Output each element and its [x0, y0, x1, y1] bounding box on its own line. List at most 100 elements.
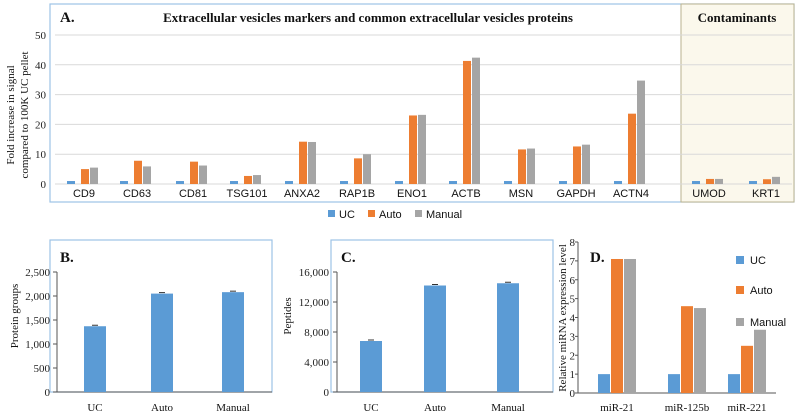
- panel-a-bar-uc: [692, 181, 700, 184]
- panel-a-ytick-label: 10: [35, 149, 47, 161]
- panel-c-ytick-label: 12,000: [299, 297, 330, 309]
- panel-c-bar: [497, 283, 519, 392]
- panel-b-bar: [222, 292, 244, 392]
- panel-d-bar-auto: [681, 306, 693, 393]
- panel-b-bar: [151, 293, 173, 392]
- panel-a-bar-auto: [409, 115, 417, 184]
- panel-d-ytick-label: 5: [570, 294, 576, 306]
- panel-d-bar-auto: [741, 345, 753, 393]
- panel-a-bar-auto: [299, 141, 307, 184]
- panel-a-ytick-label: 0: [41, 179, 47, 191]
- panel-a-legend-swatch: [328, 210, 335, 217]
- panel-a-bar-uc: [176, 181, 184, 184]
- panel-c-bar: [424, 285, 446, 392]
- panel-a-letter: A.: [60, 10, 75, 26]
- panel-a-category-label: CD63: [123, 188, 151, 200]
- panel-d-ytick-label: 4: [570, 313, 576, 325]
- panel-d-bar-auto: [611, 258, 623, 393]
- panel-b-letter: B.: [60, 250, 74, 266]
- panel-d-bar-manual: [754, 329, 766, 393]
- panel-a-ytick-label: 30: [35, 90, 47, 102]
- panel-a-category-label: GAPDH: [556, 188, 595, 200]
- panel-d-bar-uc: [598, 374, 610, 393]
- panel-a-category-label: UMOD: [692, 188, 726, 200]
- panel-c-category-label: UC: [363, 402, 378, 414]
- panel-b-ytick-label: 2,500: [25, 267, 50, 279]
- panel-c-letter: C.: [341, 250, 356, 266]
- panel-a-bar-auto: [763, 179, 771, 184]
- panel-b-category-label: Manual: [216, 402, 250, 414]
- panel-a-bar-auto: [463, 60, 471, 185]
- panel-a-bar-manual: [90, 167, 98, 184]
- panel-a-legend-swatch: [415, 210, 422, 217]
- panel-a-bar-uc: [559, 181, 567, 184]
- panel-a-bar-manual: [637, 80, 645, 184]
- panel-a-bar-uc: [340, 181, 348, 184]
- panel-a-bar-uc: [614, 181, 622, 184]
- panel-d-legend-swatch: [736, 286, 744, 294]
- panel-d-plot: 0 1 2 3 4 5 6 7 8 miR-21 miR-125b miR-221: [570, 237, 776, 414]
- panel-a-category-label: ACTN4: [613, 188, 649, 200]
- panel-b-ylabel: Protein groups: [9, 284, 21, 348]
- panel-a-ylabel: Fold increase in signal compared to 100K…: [5, 51, 31, 178]
- contaminants-region: [680, 3, 795, 203]
- panel-d-legend-swatch: [736, 256, 744, 264]
- panel-c-ytick-label: 16,000: [299, 267, 330, 279]
- panel-a-bar-auto: [354, 158, 362, 184]
- panel-d-legend-label: Manual: [750, 317, 786, 329]
- panel-b-ytick-label: 1,000: [25, 339, 50, 351]
- panel-b-ytick-label: 2,000: [25, 291, 50, 303]
- panel-a-plot: 0 10 20 30 40 50 CD9 CD63 CD81 TSG101 ANXA2 RAP1B EN…: [35, 30, 792, 200]
- panel-d-bar-uc: [728, 374, 740, 393]
- panel-c-ytick-label: 8,000: [304, 327, 329, 339]
- panel-a-bar-uc: [285, 181, 293, 184]
- panel-a-category-label: ANXA2: [284, 188, 320, 200]
- panel-c-ytick-label: 0: [324, 387, 330, 399]
- panel-a-bar-uc: [749, 181, 757, 184]
- panel-a-bar-manual: [253, 175, 261, 184]
- panel-a-bar-uc: [67, 181, 75, 184]
- panel-a-bar-auto: [706, 178, 714, 184]
- panel-a-bar-manual: [715, 178, 723, 184]
- panel-c-category-label: Auto: [424, 402, 447, 414]
- panel-a-legend-label: UC: [339, 209, 355, 221]
- panel-a-legend-label: Auto: [379, 209, 402, 221]
- panel-d-category-label: miR-125b: [665, 402, 710, 414]
- panel-d-category-label: miR-221: [727, 402, 766, 414]
- panel-a-bar-auto: [134, 160, 142, 184]
- panel-d-bar-uc: [668, 374, 680, 393]
- panel-d-legend: UC Auto Manual: [736, 255, 786, 329]
- panel-a-ytick-label: 40: [35, 60, 47, 72]
- panel-b-category-label: Auto: [151, 402, 174, 414]
- panel-b-ytick-label: 500: [34, 363, 51, 375]
- panel-a-bar-auto: [244, 175, 252, 184]
- panel-a-ylabel-line1: Fold increase in signal: [5, 65, 17, 164]
- panel-a-category-label: TSG101: [227, 188, 268, 200]
- panel-d-ytick-label: 6: [570, 275, 576, 287]
- panel-a-bar-uc: [504, 181, 512, 184]
- panel-a-bar-manual: [418, 114, 426, 184]
- panel-b-ytick-label: 0: [45, 387, 51, 399]
- panel-a-bar-manual: [527, 148, 535, 184]
- panel-a-bar-uc: [120, 181, 128, 184]
- panel-a-category-label: ENO1: [397, 188, 427, 200]
- panel-d-ytick-label: 8: [570, 237, 576, 249]
- panel-a-bar-manual: [308, 141, 316, 184]
- panel-a-bar-manual: [363, 154, 371, 184]
- panel-b-bar: [84, 326, 106, 392]
- panel-a-bar-manual: [772, 176, 780, 184]
- panel-c-plot: 0 4,000 8,000 12,000 16,000 UC Auto Manual: [299, 267, 553, 414]
- panel-a-category-label: MSN: [509, 188, 534, 200]
- panel-b-ytick-label: 1,500: [25, 315, 50, 327]
- panel-d-category-label: miR-21: [600, 402, 634, 414]
- panel-c-bar: [360, 341, 382, 392]
- panel-d-legend-swatch: [736, 318, 744, 326]
- panel-a-category-label: RAP1B: [339, 188, 375, 200]
- panel-a-ytick-label: 20: [35, 119, 47, 131]
- panel-d-ylabel: Relative miRNA expression level: [557, 244, 569, 392]
- panel-b-plot: 0 500 1,000 1,500 2,000 2,500 UC Auto Manual: [25, 267, 272, 414]
- panel-a-legend-label: Manual: [426, 209, 462, 221]
- panel-a-bar-manual: [199, 165, 207, 184]
- panel-c-ylabel: Peptides: [282, 297, 294, 334]
- panel-a-bar-manual: [472, 57, 480, 185]
